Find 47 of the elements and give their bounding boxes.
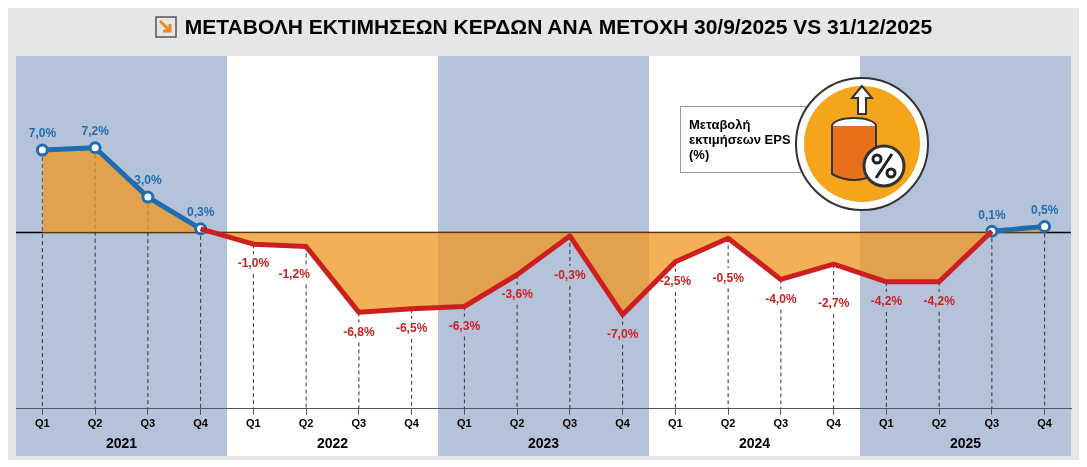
x-tick-label: Q3 [773, 417, 789, 430]
data-label: -1,2% [278, 266, 311, 281]
x-tick-label: Q2 [87, 417, 103, 430]
x-tick-label: Q2 [509, 417, 525, 430]
x-tick-label: Q1 [879, 417, 894, 430]
x-tick-label: Q1 [457, 417, 472, 430]
chart-title: ΜΕΤΑΒΟΛΗ ΕΚΤΙΜΗΣΕΩΝ ΚΕΡΔΩΝ ΑΝΑ ΜΕΤΟΧΗ 30/9/2025 VS 31/12/2025 [184, 15, 933, 39]
data-label: 7,0% [28, 126, 57, 141]
x-tick-label: Q3 [562, 417, 578, 430]
data-label: -6,5% [395, 321, 428, 336]
x-tick-label: Q4 [615, 417, 631, 430]
x-tick-label: Q4 [1037, 417, 1053, 430]
data-label: -6,8% [343, 324, 375, 339]
text: 2023 [527, 434, 560, 451]
x-tick-label: Q3 [351, 417, 367, 430]
data-label: 7,2% [81, 124, 110, 139]
data-label: 0,1% [978, 207, 1006, 222]
text: 2022 [316, 434, 349, 451]
x-tick-label: Q3 [140, 417, 156, 430]
data-label: -4,2% [923, 294, 956, 309]
x-tick-label: Q3 [984, 417, 1000, 430]
data-label: 0,3% [186, 205, 215, 220]
x-tick-label: Q1 [246, 417, 261, 430]
x-tick-label: Q2 [298, 417, 314, 430]
data-label: -0,3% [554, 268, 586, 283]
x-tick-label: Q1 [668, 417, 683, 430]
x-tick-label: Q4 [826, 417, 842, 430]
data-label: -1,0% [237, 256, 270, 271]
data-label: -6,3% [448, 318, 481, 333]
data-label: -0,5% [712, 270, 745, 285]
x-tick-label: Q4 [193, 417, 209, 430]
annotation: Μεταβολή εκτιμήσεων EPS (%) [680, 106, 806, 173]
data-label: -4,0% [765, 291, 797, 306]
x-tick-label: Q2 [931, 417, 947, 430]
data-label: 0,5% [1030, 202, 1059, 217]
data-label: -7,0% [606, 327, 639, 342]
data-label: -4,2% [870, 294, 903, 309]
text: 2024 [738, 434, 771, 451]
x-tick-label: Q2 [720, 417, 736, 430]
data-label: 3,0% [134, 173, 162, 188]
text: 2021 [105, 434, 138, 451]
data-label: -2,7% [817, 296, 850, 311]
x-tick-label: Q4 [404, 417, 420, 430]
text: 2025 [949, 434, 982, 451]
data-label: -3,6% [501, 287, 534, 302]
x-tick-label: Q1 [35, 417, 50, 430]
data-label: -2,5% [659, 274, 692, 289]
